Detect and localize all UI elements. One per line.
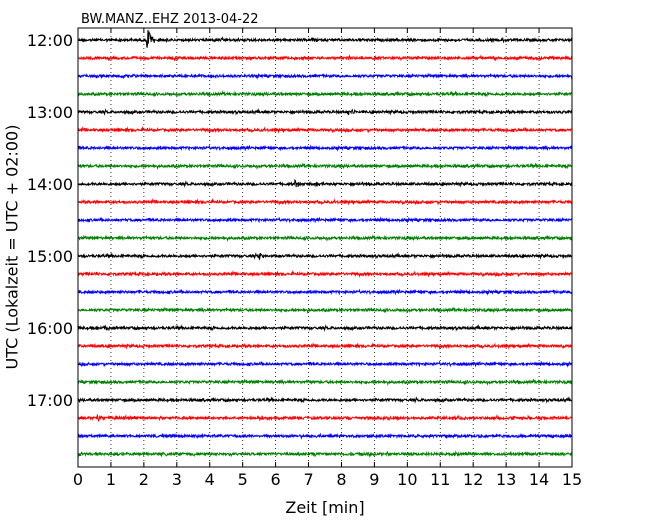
x-tick-label: 4 [205,470,215,489]
trace-1700 [77,396,573,404]
x-tick-label: 13 [496,470,516,489]
trace-1215 [77,54,573,62]
x-tick-label: 7 [303,470,313,489]
trace-1715 [77,413,573,423]
y-tick-label: 15:00 [27,247,73,266]
trace-1515 [77,269,573,278]
trace-1430 [77,216,573,224]
y-tick-label: 13:00 [27,103,73,122]
trace-1330 [77,144,573,152]
trace-1600 [77,324,573,332]
x-tick-label: 1 [106,470,116,489]
x-axis-label: Zeit [min] [285,498,365,517]
x-tick-label: 0 [73,470,83,489]
trace-1730 [77,432,573,440]
trace-1615 [77,341,573,350]
axes: 0 1 2 3 4 5 6 7 8 9 10 11 12 13 14 1512:0013:0014:0015:… [27,27,582,489]
trace-1415 [77,197,573,206]
y-tick-label: 14:00 [27,175,73,194]
x-tick-label: 10 [397,470,417,489]
x-tick-label: 5 [238,470,248,489]
x-tick-label: 14 [529,470,549,489]
x-tick-label: 3 [172,470,182,489]
trace-1245 [77,90,573,98]
trace-1315 [77,125,573,134]
x-tick-label: 2 [139,470,149,489]
trace-1630 [77,360,573,368]
trace-1300 [77,108,573,116]
x-tick-label: 15 [562,470,582,489]
y-tick-label: 16:00 [27,319,73,338]
plot-frame [77,27,573,468]
trace-1230 [77,72,573,81]
trace-1200 [77,29,573,48]
trace-1545 [77,306,573,315]
chart-title: BW.MANZ..EHZ 2013-04-22 [81,12,259,27]
trace-1345 [77,162,573,171]
x-tick-label: 6 [271,470,281,489]
trace-1745 [77,450,573,458]
x-tick-label: 8 [336,470,346,489]
x-tick-label: 9 [369,470,379,489]
x-tick-label: 12 [463,470,483,489]
x-tick-label: 11 [430,470,450,489]
traces [77,29,573,458]
trace-1500 [77,252,573,261]
trace-1530 [77,288,573,296]
y-tick-label: 12:00 [27,31,73,50]
trace-1445 [77,234,573,243]
trace-1645 [77,378,573,387]
y-tick-label: 17:00 [27,391,73,410]
trace-1400 [77,178,573,188]
